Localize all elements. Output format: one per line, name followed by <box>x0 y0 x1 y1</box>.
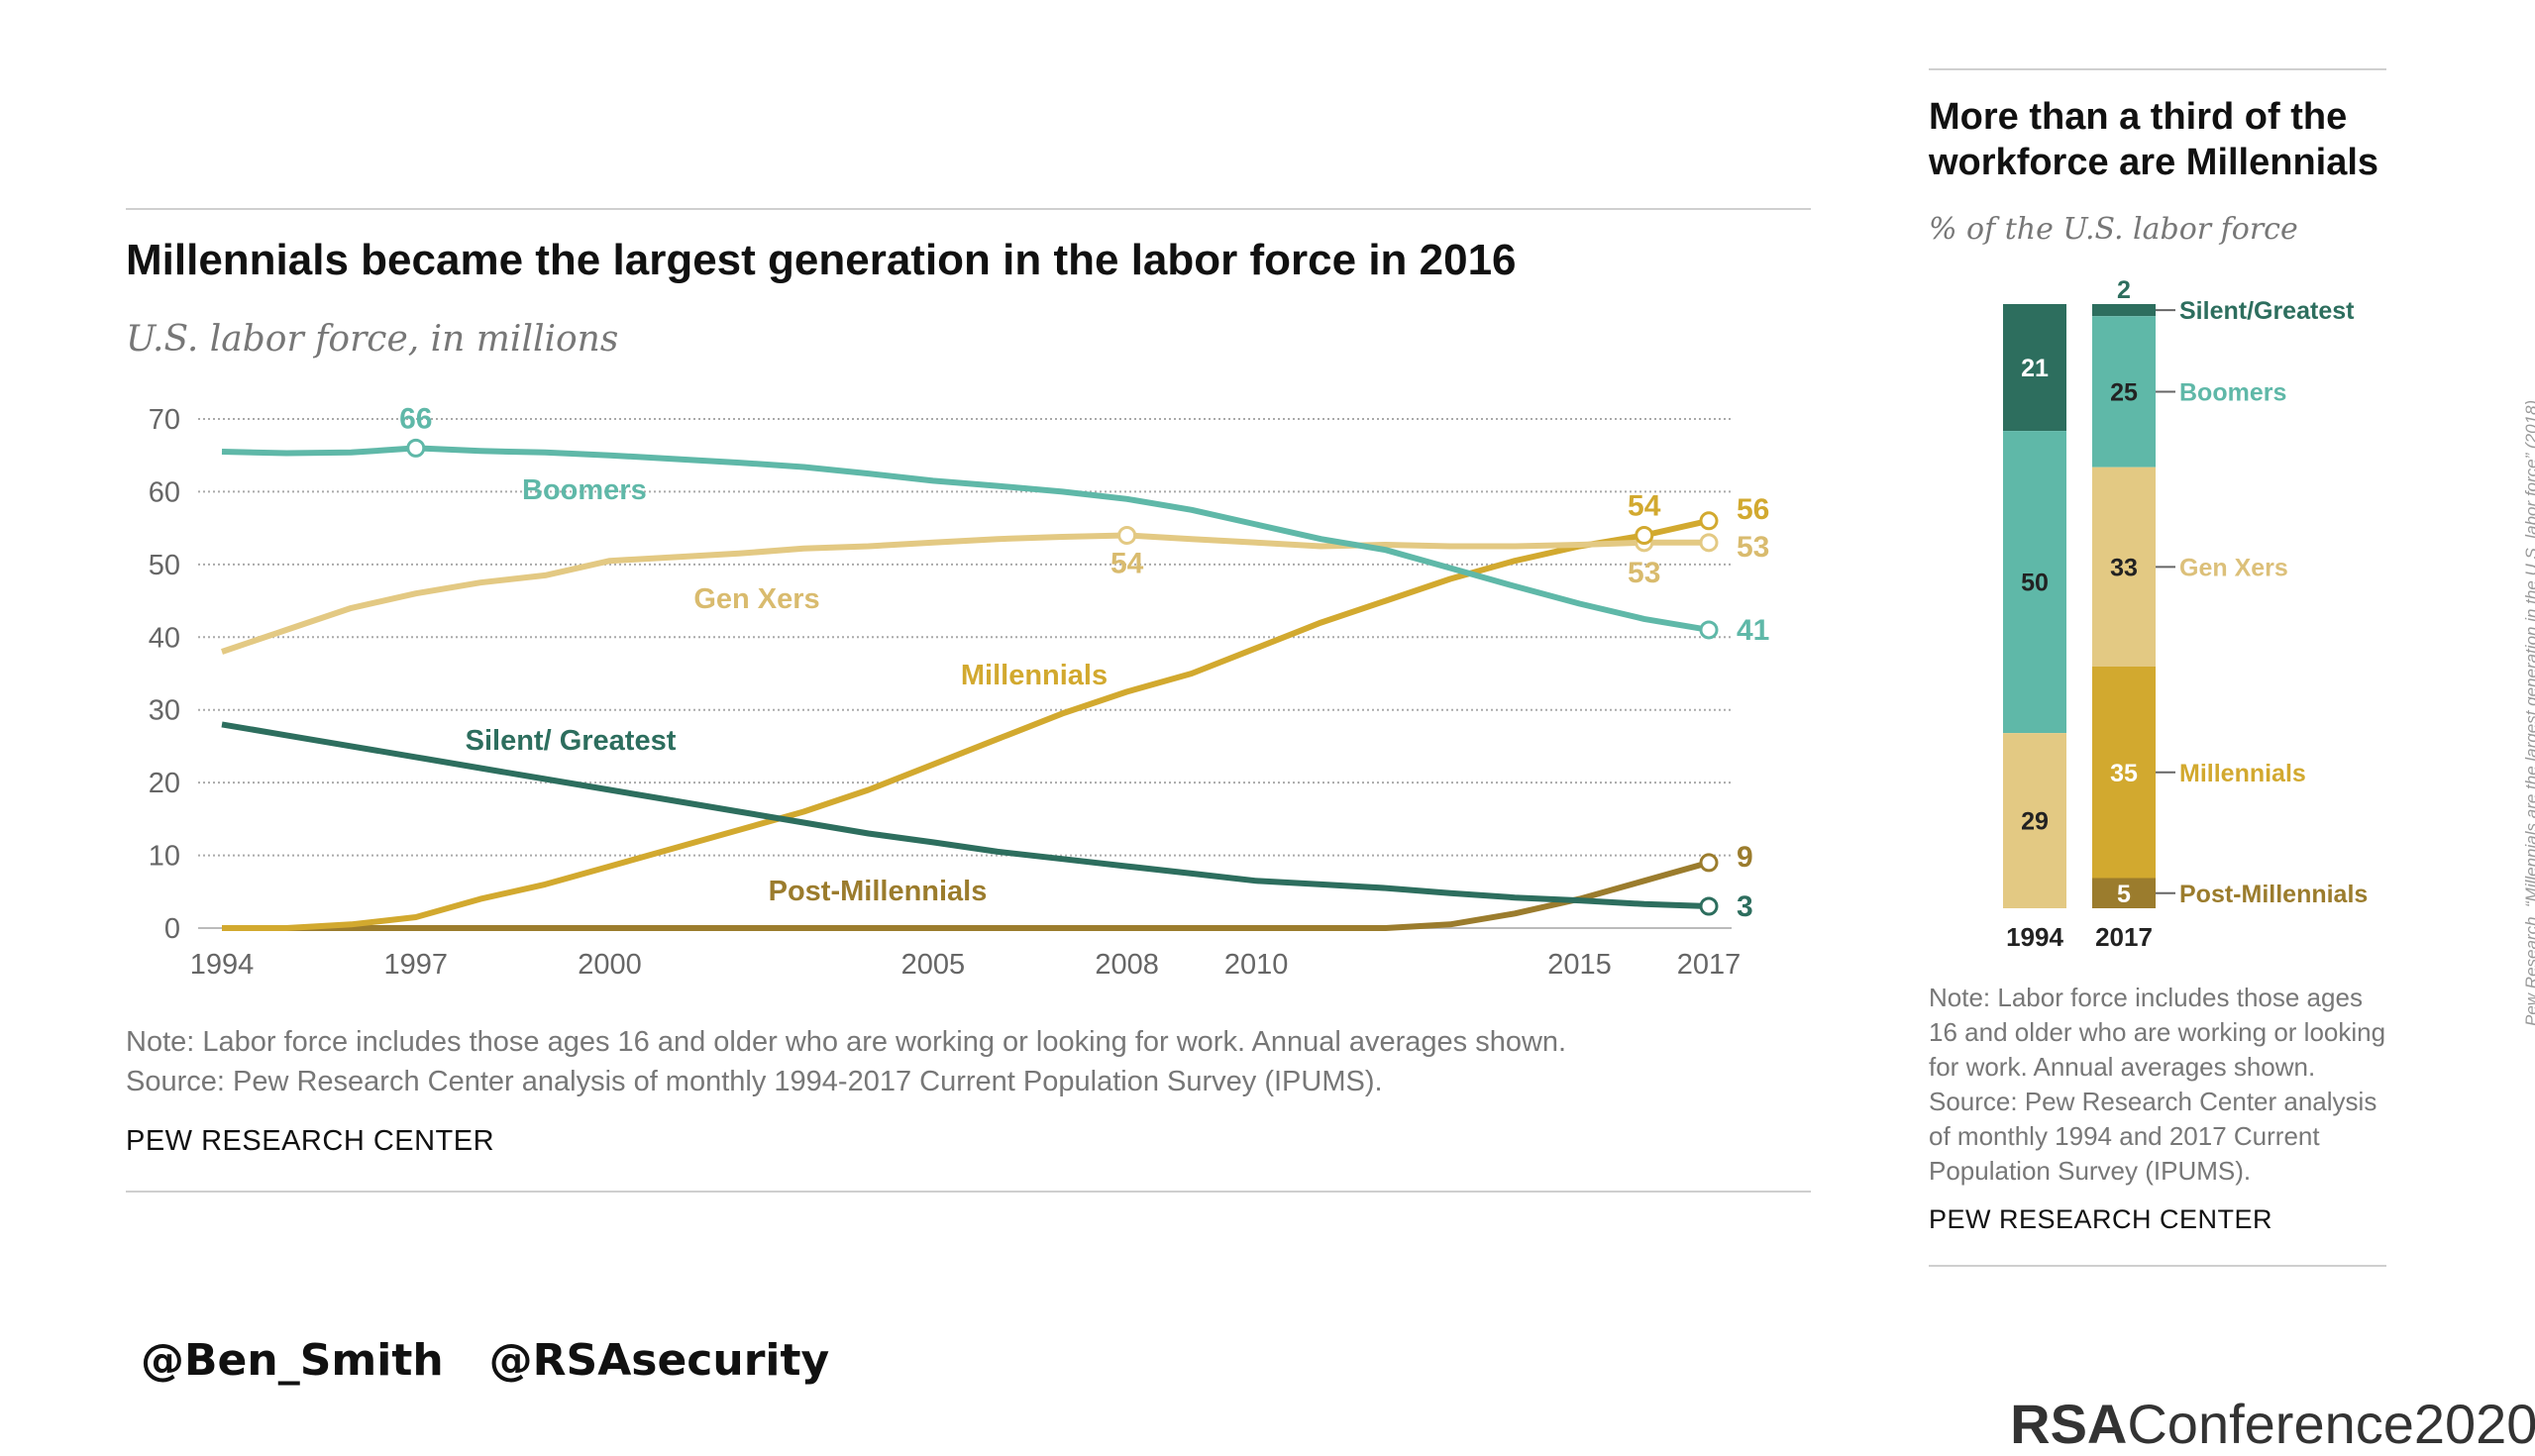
stacked-bar-chart: 21 50 29 1994 2 Silent/Greatest 25 Boomers 33 Gen… <box>2003 276 2368 952</box>
side-chart-credit: PEW RESEARCH CENTER <box>1929 1204 2273 1234</box>
legend-label: Boomers <box>2179 378 2286 406</box>
note-line: Source: Pew Research Center analysis <box>1929 1087 2377 1116</box>
note-line: 16 and older who are working or looking <box>1929 1017 2386 1047</box>
segment-value: 21 <box>2021 355 2049 382</box>
x-tick-label: 2005 <box>901 949 966 981</box>
rsa-logo-text: RSA <box>2010 1393 2128 1455</box>
legend-label: Post-Millennials <box>2179 881 2368 908</box>
main-chart-subtitle: U.S. labor force, in millions <box>126 319 619 360</box>
segment-value: 33 <box>2110 554 2138 581</box>
segment-value: 25 <box>2110 378 2138 406</box>
data-label: 56 <box>1737 493 1769 526</box>
category-label: 2017 <box>2095 922 2153 952</box>
data-label: 9 <box>1737 841 1753 874</box>
segment-value: 2 <box>2117 276 2131 304</box>
bottom-rule <box>126 1191 1811 1193</box>
data-point-marker <box>1699 853 1719 873</box>
x-tick-label: 2015 <box>1547 949 1612 981</box>
data-label: 54 <box>1110 547 1144 579</box>
bar-segment <box>2003 431 2066 734</box>
segment-value: 50 <box>2021 570 2049 597</box>
x-tick-label: 2008 <box>1095 949 1159 981</box>
series-label: Post-Millennials <box>769 876 988 907</box>
data-point-marker <box>406 438 426 458</box>
data-label: 66 <box>399 402 432 435</box>
side-chart-subtitle: % of the U.S. labor force <box>1929 212 2298 247</box>
series-line-post-millennials <box>222 860 1710 931</box>
y-tick-label: 10 <box>149 841 180 873</box>
main-chart-credit: PEW RESEARCH CENTER <box>126 1125 495 1157</box>
data-point-marker <box>1699 511 1719 531</box>
data-point-marker <box>1117 525 1137 545</box>
series-line-silent-greatest <box>221 721 1710 909</box>
side-chart-note: Note: Labor force includes those ages 16… <box>1929 981 2385 1189</box>
legend-label: Gen Xers <box>2179 554 2288 581</box>
conference-logo-text: Conference2020 <box>2127 1393 2535 1455</box>
citation: Pew Research, “Millennials are the large… <box>2522 399 2535 1026</box>
series-label: Gen Xers <box>693 583 819 615</box>
y-tick-label: 70 <box>149 404 180 436</box>
data-point-marker <box>1699 533 1719 553</box>
y-tick-label: 40 <box>149 622 180 654</box>
x-tick-label: 1997 <box>384 949 449 981</box>
top-rule <box>126 208 1811 210</box>
bar-segment <box>2092 304 2156 317</box>
data-label: 53 <box>1737 531 1769 564</box>
twitter-handles: @Ben_Smith @RSAsecurity <box>141 1335 830 1386</box>
data-point-marker <box>1699 620 1719 640</box>
bar-segment <box>2003 304 2066 432</box>
series-line-millennials <box>222 517 1710 931</box>
data-label: 41 <box>1737 614 1769 647</box>
note-line: Population Survey (IPUMS). <box>1929 1156 2252 1186</box>
y-tick-label: 0 <box>164 913 180 945</box>
bar-segment <box>2092 316 2156 468</box>
y-tick-label: 60 <box>149 476 180 508</box>
x-tick-label: 1994 <box>190 949 255 981</box>
series-label: Boomers <box>522 474 647 506</box>
side-chart-title-line1: More than a third of the <box>1929 96 2348 138</box>
main-chart-title: Millennials became the largest generatio… <box>126 236 1517 284</box>
y-tick-label: 50 <box>149 550 180 581</box>
main-chart-note: Note: Labor force includes those ages 16… <box>126 1026 1567 1058</box>
data-label: 53 <box>1628 557 1660 589</box>
x-tick-label: 2017 <box>1677 949 1742 981</box>
bar-segment <box>2092 878 2156 908</box>
data-label: 54 <box>1628 489 1661 522</box>
bar-segment <box>2003 733 2066 908</box>
legend-label: Silent/Greatest <box>2179 297 2355 325</box>
series-label: Silent/ Greatest <box>466 725 677 757</box>
data-label: 3 <box>1737 890 1753 923</box>
legend-label: Millennials <box>2179 760 2306 787</box>
category-label: 1994 <box>2006 922 2063 952</box>
bar-segment <box>2092 667 2156 879</box>
note-line: for work. Annual averages shown. <box>1929 1052 2316 1082</box>
x-tick-label: 2010 <box>1224 949 1289 981</box>
segment-value: 5 <box>2117 881 2131 908</box>
segment-value: 29 <box>2021 808 2049 836</box>
series-label: Millennials <box>961 660 1108 691</box>
x-tick-label: 2000 <box>578 949 642 981</box>
note-line: Note: Labor force includes those ages <box>1929 983 2363 1012</box>
line-chart: 0 10 20 30 40 50 60 70 1994 1997 2000 2005 2008 2010 2… <box>149 402 1770 981</box>
series-line-boomers <box>221 445 1710 633</box>
y-tick-label: 20 <box>149 768 180 799</box>
side-bottom-rule <box>1929 1265 2386 1267</box>
bar-segment <box>2092 467 2156 667</box>
y-tick-label: 30 <box>149 695 180 727</box>
series-line-gen-xers <box>221 532 1709 655</box>
side-top-rule <box>1929 68 2386 70</box>
data-point-marker <box>1699 896 1719 916</box>
note-line: of monthly 1994 and 2017 Current <box>1929 1121 2320 1151</box>
rsa-conference-logo: RSAConference2020 <box>1979 1327 2535 1456</box>
main-chart-source: Source: Pew Research Center analysis of … <box>126 1066 1383 1097</box>
data-point-marker <box>1635 525 1654 545</box>
segment-value: 35 <box>2110 760 2138 787</box>
side-chart-title-line2: workforce are Millennials <box>1929 142 2379 183</box>
